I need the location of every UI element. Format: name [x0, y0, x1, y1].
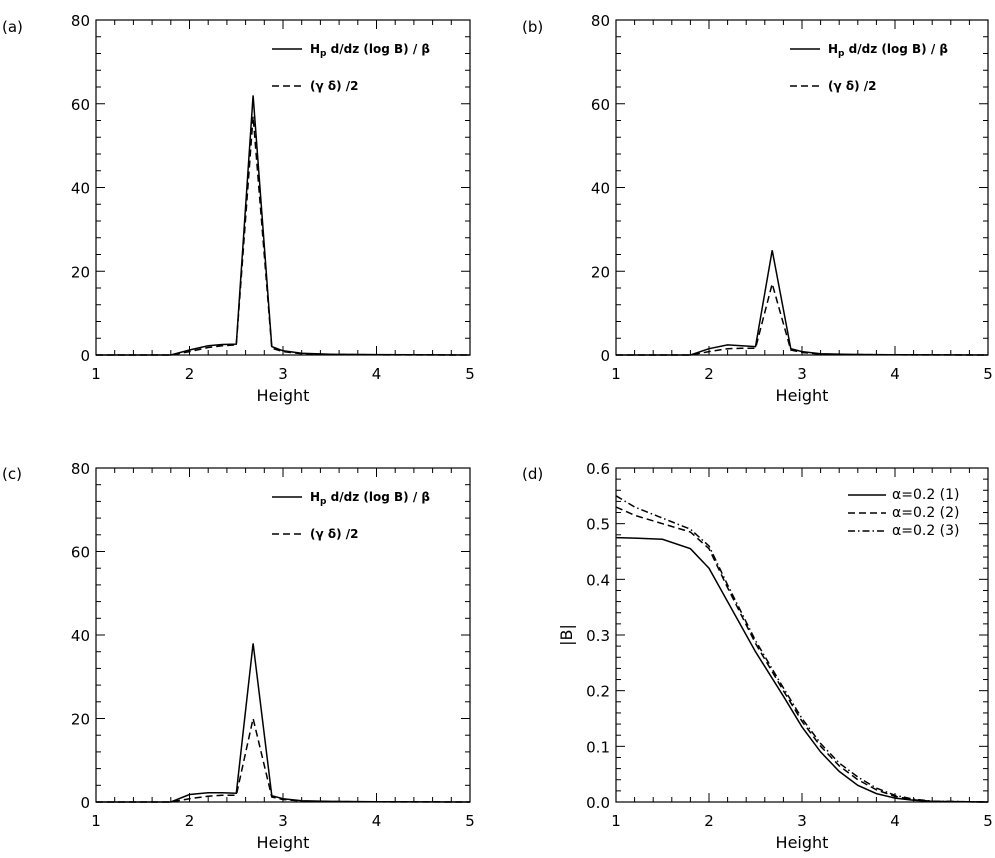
legend-label: (γ δ) /2 — [310, 79, 358, 93]
y-axis-label: |B| — [557, 624, 576, 646]
plot-frame — [95, 467, 471, 803]
x-tick-label: 5 — [465, 812, 475, 830]
legend-label: Hp d/dz (log B) / β — [828, 42, 948, 59]
x-axis-label: Height — [776, 833, 829, 852]
y-tick-label: 80 — [591, 12, 610, 30]
x-tick-label: 3 — [797, 365, 807, 383]
panel-label: (d) — [522, 465, 543, 483]
legend-label: α=0.2 (2) — [892, 505, 960, 521]
x-axis-label: Height — [776, 386, 829, 405]
y-tick-label: 80 — [71, 460, 90, 478]
legend-label: Hp d/dz (log B) / β — [310, 490, 430, 507]
plot-frame — [615, 19, 989, 356]
x-tick-label: 2 — [704, 365, 714, 383]
series-line-solid — [96, 643, 471, 803]
chart-panel-1: (a) 1 2 3 4 5 0 20 40 60 80 Height Hp d/dz (log B) /… — [2, 12, 475, 405]
x-axis-label: Height — [257, 386, 310, 405]
y-tick-label: 0.6 — [586, 460, 610, 478]
series-line-dashed — [96, 718, 471, 803]
y-tick-label: 0 — [600, 347, 610, 365]
y-tick-label: 0.1 — [586, 738, 610, 756]
y-tick-label: 40 — [71, 180, 90, 198]
y-tick-label: 0.3 — [586, 627, 610, 645]
series-line-solid — [616, 250, 989, 356]
y-tick-label: 60 — [591, 96, 610, 114]
panel-label: (b) — [522, 18, 543, 36]
y-tick-label: 0 — [80, 794, 90, 812]
series-line-dashed — [615, 506, 989, 803]
legend-label: (γ δ) /2 — [310, 527, 358, 541]
x-tick-label: 3 — [278, 812, 288, 830]
x-tick-label: 1 — [611, 365, 621, 383]
x-axis-label: Height — [257, 833, 310, 852]
y-tick-label: 20 — [71, 711, 90, 729]
x-tick-label: 4 — [372, 365, 382, 383]
plot-frame — [95, 19, 471, 356]
series-line-solid — [96, 95, 471, 356]
y-tick-label: 0.4 — [586, 571, 610, 589]
x-tick-label: 4 — [372, 812, 382, 830]
x-tick-label: 5 — [983, 812, 993, 830]
x-tick-label: 5 — [465, 365, 475, 383]
x-tick-label: 5 — [983, 365, 993, 383]
y-tick-label: 40 — [71, 627, 90, 645]
chart-panel-4: (d) 1 2 3 4 5 0.0 0.1 0.2 0.3 0.4 0.5 0.6 Height |B| α=… — [522, 460, 993, 852]
x-tick-label: 1 — [91, 365, 101, 383]
x-tick-label: 4 — [890, 365, 900, 383]
y-tick-label: 60 — [71, 96, 90, 114]
legend-label: α=0.2 (3) — [892, 523, 960, 539]
panel-label: (c) — [2, 465, 22, 483]
y-tick-label: 0.5 — [586, 516, 610, 534]
y-tick-label: 60 — [71, 544, 90, 562]
x-tick-label: 1 — [91, 812, 101, 830]
y-tick-label: 0 — [80, 347, 90, 365]
x-tick-label: 2 — [185, 812, 195, 830]
series-line-dashed — [96, 116, 471, 356]
y-tick-label: 0.0 — [586, 794, 610, 812]
x-tick-label: 2 — [704, 812, 714, 830]
x-tick-label: 2 — [185, 365, 195, 383]
legend-label: (γ δ) /2 — [828, 79, 876, 93]
y-tick-label: 0.2 — [586, 683, 610, 701]
x-tick-label: 3 — [797, 812, 807, 830]
y-tick-label: 20 — [71, 263, 90, 281]
y-tick-label: 40 — [591, 180, 610, 198]
series-line-dashed — [616, 280, 989, 356]
x-tick-label: 3 — [278, 365, 288, 383]
legend-label: α=0.2 (1) — [892, 487, 960, 503]
x-tick-label: 1 — [611, 812, 621, 830]
y-tick-label: 20 — [591, 263, 610, 281]
chart-panel-2: (b) 1 2 3 4 5 0 20 40 60 80 Height Hp d/dz (log B) /… — [522, 12, 993, 405]
series-line-solid — [615, 536, 989, 803]
x-tick-label: 4 — [890, 812, 900, 830]
y-tick-label: 80 — [71, 12, 90, 30]
chart-panel-3: (c) 1 2 3 4 5 0 20 40 60 80 Height Hp d/dz (log B) /… — [2, 460, 475, 852]
legend-label: Hp d/dz (log B) / β — [310, 42, 430, 59]
panel-label: (a) — [2, 18, 23, 36]
